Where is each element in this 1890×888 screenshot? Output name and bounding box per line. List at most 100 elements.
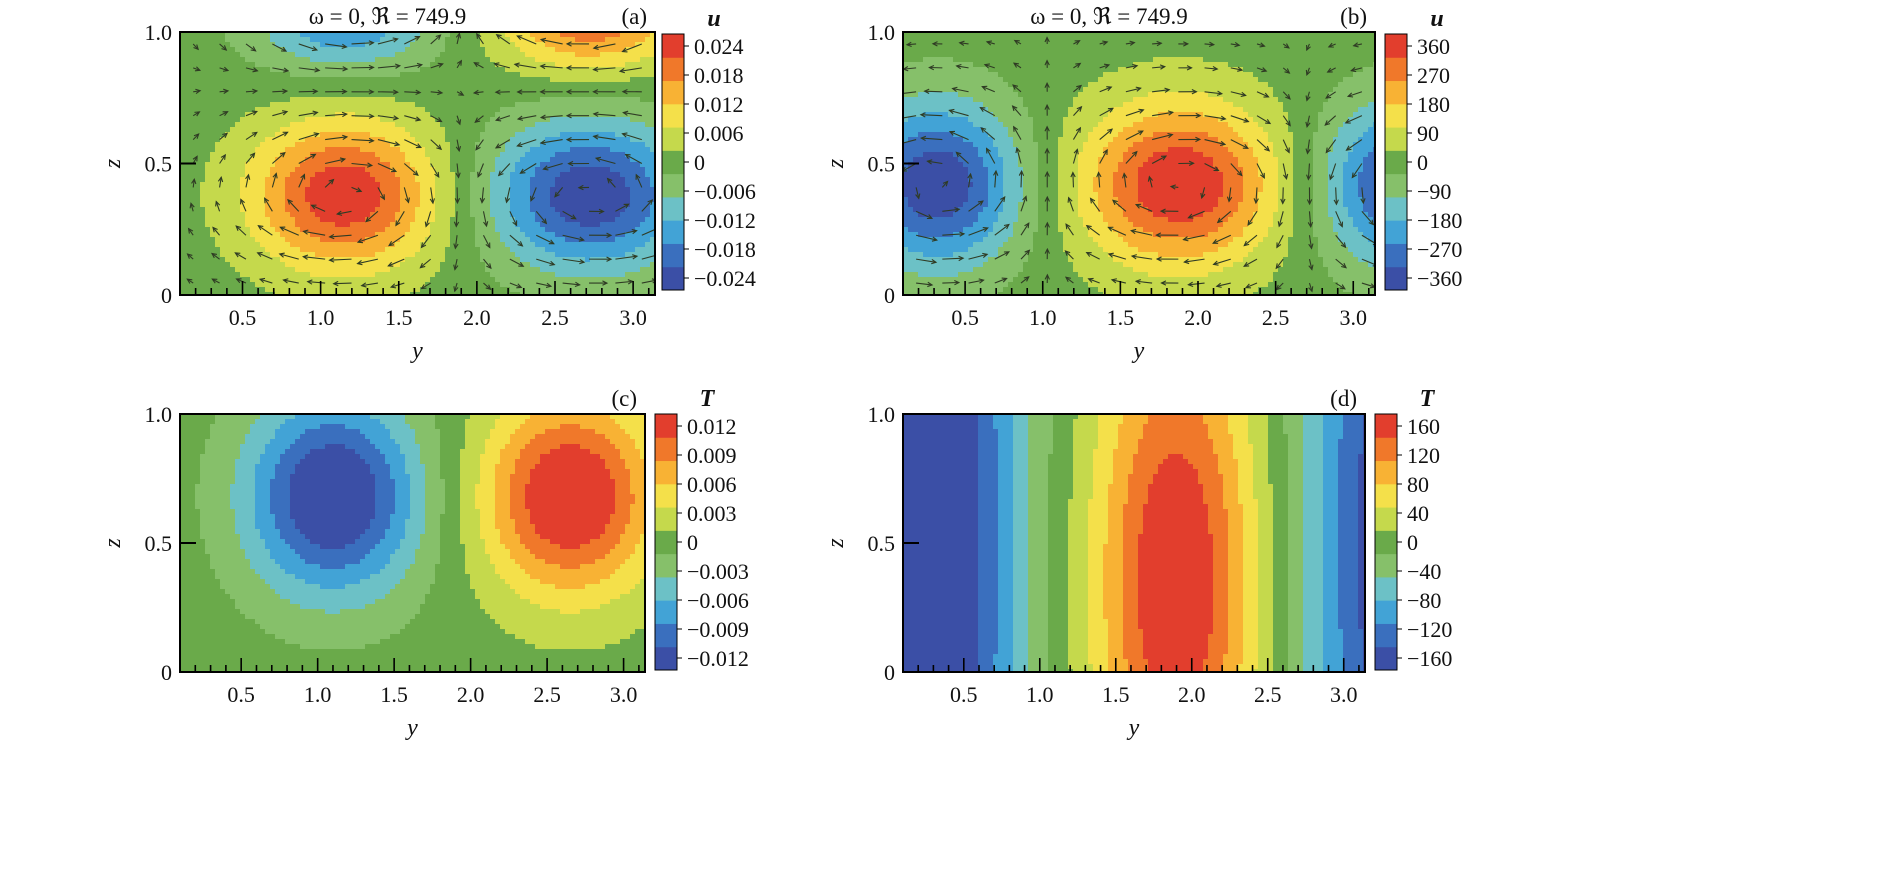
heatmap-cell	[185, 282, 191, 288]
heatmap-cell	[210, 112, 216, 118]
heatmap-cell	[550, 112, 556, 118]
heatmap-cell	[495, 97, 501, 103]
heatmap-cell	[640, 222, 646, 228]
heatmap-cell	[480, 282, 486, 288]
heatmap-cell	[605, 37, 611, 43]
heatmap-cell	[425, 72, 431, 78]
heatmap-cell	[380, 202, 386, 208]
heatmap-cell	[480, 262, 486, 268]
heatmap-cell	[470, 157, 476, 163]
heatmap-cell	[445, 52, 451, 58]
heatmap-cell	[470, 57, 476, 63]
heatmap-cell	[415, 137, 421, 143]
heatmap-cell	[545, 132, 551, 138]
heatmap-cell	[540, 167, 546, 173]
heatmap-cell	[405, 172, 411, 178]
heatmap-cell	[620, 132, 626, 138]
heatmap-cell	[415, 57, 421, 63]
heatmap-cell	[445, 267, 451, 273]
heatmap-cell	[385, 47, 391, 53]
heatmap-cell	[410, 282, 416, 288]
heatmap-cell	[540, 292, 546, 295]
heatmap-cell	[525, 217, 531, 223]
heatmap-cell	[460, 112, 466, 118]
heatmap-cell	[585, 142, 591, 148]
heatmap-cell	[305, 182, 311, 188]
heatmap-cell	[450, 152, 456, 158]
heatmap-cell	[240, 122, 246, 128]
heatmap-cell	[565, 92, 571, 98]
heatmap-cell	[300, 122, 306, 128]
heatmap-cell	[475, 177, 481, 183]
heatmap-cell	[350, 87, 356, 93]
heatmap-cell	[235, 192, 241, 198]
heatmap-cell	[620, 72, 626, 78]
heatmap-cell	[505, 47, 511, 53]
heatmap-cell	[570, 157, 576, 163]
heatmap-cell	[250, 242, 256, 248]
heatmap-cell	[295, 152, 301, 158]
heatmap-cell	[640, 277, 646, 283]
heatmap-cell	[595, 57, 601, 63]
heatmap-cell	[590, 247, 596, 253]
heatmap-cell	[485, 192, 491, 198]
heatmap-cell	[375, 237, 381, 243]
heatmap-cell	[645, 167, 651, 173]
heatmap-cell	[545, 82, 551, 88]
heatmap-cell	[225, 102, 231, 108]
heatmap-cell	[310, 277, 316, 283]
heatmap-cell	[215, 262, 221, 268]
heatmap-cell	[565, 147, 571, 153]
heatmap-cell	[230, 132, 236, 138]
heatmap-cell	[540, 222, 546, 228]
heatmap-cell	[460, 207, 466, 213]
heatmap-cell	[605, 157, 611, 163]
heatmap-cell	[445, 67, 451, 73]
heatmap-cell	[220, 32, 226, 38]
heatmap-cell	[645, 97, 651, 103]
heatmap-cell	[480, 202, 486, 208]
heatmap-cell	[475, 72, 481, 78]
heatmap-cell	[505, 172, 511, 178]
heatmap-cell	[285, 77, 291, 83]
heatmap-cell	[500, 197, 506, 203]
heatmap-cell	[640, 267, 646, 273]
heatmap-cell	[610, 192, 616, 198]
heatmap-cell	[580, 282, 586, 288]
heatmap-cell	[610, 102, 616, 108]
heatmap-cell	[510, 87, 516, 93]
heatmap-cell	[250, 32, 256, 38]
heatmap-cell	[565, 57, 571, 63]
heatmap-cell	[520, 287, 526, 293]
heatmap-cell	[450, 102, 456, 108]
heatmap-cell	[625, 232, 631, 238]
heatmap-cell	[325, 152, 331, 158]
heatmap-cell	[205, 47, 211, 53]
heatmap-cell	[560, 162, 566, 168]
heatmap-cell	[200, 177, 206, 183]
heatmap-cell	[410, 142, 416, 148]
heatmap-cell	[185, 217, 191, 223]
heatmap-cell	[630, 117, 636, 123]
heatmap-cell	[385, 37, 391, 43]
heatmap-cell	[395, 162, 401, 168]
heatmap-cell	[365, 232, 371, 238]
heatmap-cell	[645, 137, 651, 143]
heatmap-cell	[365, 202, 371, 208]
heatmap-cell	[640, 132, 646, 138]
heatmap-cell	[500, 212, 506, 218]
heatmap-cell	[620, 237, 626, 243]
heatmap-cell	[635, 92, 641, 98]
heatmap-cell	[205, 187, 211, 193]
heatmap-cell	[570, 107, 576, 113]
heatmap-cell	[600, 92, 606, 98]
heatmap-cell	[340, 77, 346, 83]
heatmap-cell	[220, 257, 226, 263]
heatmap-cell	[585, 237, 591, 243]
heatmap-cell	[390, 142, 396, 148]
heatmap-cell	[545, 287, 551, 293]
heatmap-cell	[550, 162, 556, 168]
heatmap-cell	[340, 117, 346, 123]
heatmap-cell	[640, 52, 646, 58]
heatmap-cell	[210, 77, 216, 83]
